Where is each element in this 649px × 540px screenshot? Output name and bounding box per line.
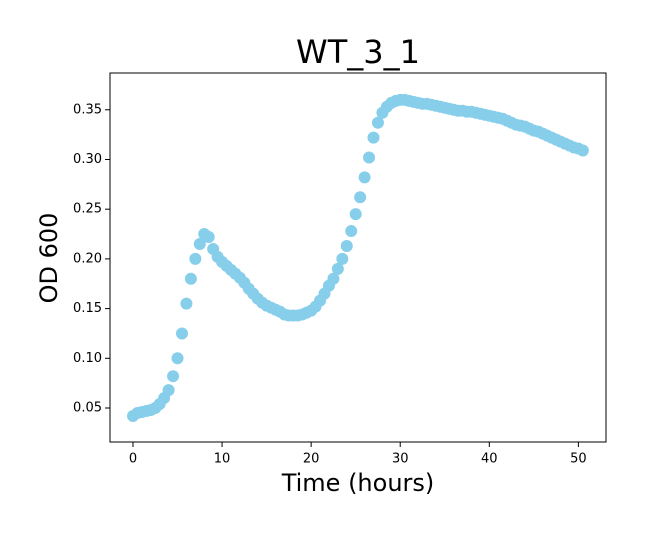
x-tick-label: 20 bbox=[303, 452, 320, 467]
data-point bbox=[336, 252, 349, 265]
chart-title: WT_3_1 bbox=[296, 33, 420, 71]
data-point bbox=[358, 171, 371, 184]
plot-frame bbox=[109, 72, 607, 443]
data-point bbox=[371, 116, 384, 129]
data-point bbox=[354, 191, 367, 204]
x-tick-label: 0 bbox=[129, 452, 137, 467]
x-tick-label: 40 bbox=[481, 452, 498, 467]
y-tick-label: 0.15 bbox=[73, 301, 102, 316]
data-point bbox=[345, 225, 358, 238]
data-point bbox=[180, 297, 193, 310]
y-axis-label: OD 600 bbox=[35, 213, 63, 304]
data-point bbox=[175, 327, 188, 340]
y-tick-label: 0.30 bbox=[73, 152, 102, 167]
x-tick-label: 10 bbox=[214, 452, 231, 467]
data-point bbox=[193, 237, 206, 250]
data-point bbox=[349, 208, 362, 221]
y-tick-label: 0.35 bbox=[73, 102, 102, 117]
data-point bbox=[171, 352, 184, 365]
data-point bbox=[162, 384, 175, 397]
data-point bbox=[167, 370, 180, 383]
y-tick-label: 0.10 bbox=[73, 351, 102, 366]
data-point bbox=[331, 262, 344, 275]
x-tick-label: 30 bbox=[392, 452, 409, 467]
y-tick-label: 0.25 bbox=[73, 202, 102, 217]
data-point bbox=[363, 151, 376, 164]
data-point bbox=[184, 272, 197, 285]
data-point bbox=[576, 144, 589, 157]
y-tick-label: 0.20 bbox=[73, 251, 102, 266]
data-point bbox=[189, 252, 202, 265]
y-tick-label: 0.05 bbox=[73, 401, 102, 416]
data-point bbox=[367, 131, 380, 144]
data-point bbox=[202, 231, 215, 244]
x-tick-label: 50 bbox=[570, 452, 587, 467]
data-point bbox=[327, 272, 340, 285]
data-point bbox=[340, 239, 353, 252]
x-axis-label: Time (hours) bbox=[281, 469, 435, 497]
